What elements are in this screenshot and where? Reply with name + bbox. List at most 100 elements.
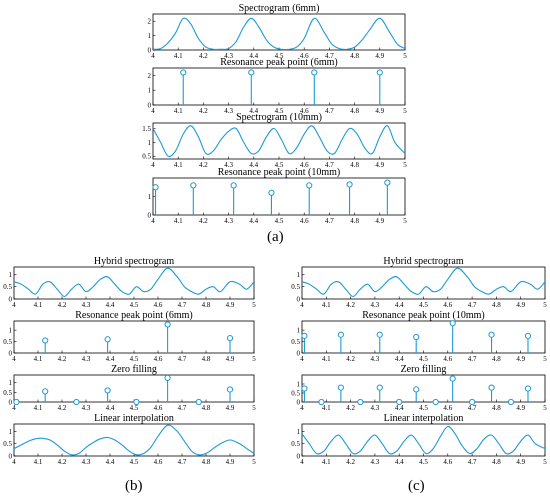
x-tick-label: 4.1	[34, 458, 43, 466]
series-line	[152, 17, 406, 51]
x-tick-label: 4.9	[516, 355, 525, 363]
x-tick-label: 4.3	[224, 52, 233, 60]
x-tick-label: 4.8	[350, 107, 359, 115]
y-tick-label: 0	[297, 453, 301, 461]
x-tick-label: 4.6	[300, 217, 309, 225]
chart-b3: Zero filling 4 4.1 4.2 4.3 4.4 4.5 4.6 4.7 4.8 4.9…	[3, 364, 256, 412]
x-tick-label: 4.3	[82, 458, 91, 466]
y-tick-label: 1	[297, 271, 301, 279]
y-tick-label: 1.5	[142, 125, 151, 133]
chart-b4: Linear interpolation 4 4.1 4.2 4.3 4.4 4.5 4.6 4…	[3, 413, 256, 466]
x-tick-label: 4	[151, 107, 155, 115]
x-tick-label: 4.2	[199, 217, 208, 225]
plot-frame	[152, 13, 406, 51]
x-tick-label: 4.9	[375, 52, 384, 60]
x-tick-label: 4.2	[346, 355, 355, 363]
x-tick-label: 4.9	[516, 404, 525, 412]
chart-c2: Resonance peak point (10mm) 4 4.1 4.2 4.3 4.4…	[291, 310, 547, 363]
x-tick-label: 4.6	[443, 355, 452, 363]
x-tick-label: 4.2	[346, 458, 355, 466]
stem-marker	[413, 333, 420, 341]
stem-marker	[226, 335, 234, 342]
y-tick-label: 1	[148, 193, 152, 201]
x-tick-label: 5	[252, 301, 256, 309]
x-tick-label: 4.4	[106, 404, 115, 412]
y-tick-label: 0.5	[291, 283, 300, 291]
chart-title: Resonance peak point (6mm)	[75, 310, 192, 321]
stem-marker	[42, 337, 49, 344]
stem-marker	[133, 398, 140, 406]
x-tick-label: 4.7	[178, 404, 187, 412]
caption-c: (c)	[408, 478, 425, 494]
x-tick-label: 4.4	[249, 107, 258, 115]
caption-a: (a)	[267, 229, 284, 245]
stem-marker	[42, 388, 49, 395]
stem-marker	[164, 321, 171, 328]
stem-marker	[384, 179, 391, 186]
y-tick-label: 1	[148, 87, 152, 95]
x-tick-label: 4.8	[492, 458, 501, 466]
y-tick-label: 1	[9, 379, 13, 387]
x-tick-label: 4.4	[395, 301, 404, 309]
y-tick-label: 0.5	[291, 440, 300, 448]
x-tick-label: 5	[543, 355, 547, 363]
x-tick-label: 4	[151, 161, 155, 169]
y-tick-label: 0.5	[291, 338, 300, 346]
x-tick-label: 4.8	[202, 355, 211, 363]
chart-title: Zero filling	[111, 364, 157, 375]
x-tick-label: 4.2	[346, 301, 355, 309]
x-tick-label: 4.3	[224, 161, 233, 169]
x-tick-label: 4.9	[375, 161, 384, 169]
x-tick-label: 4.6	[154, 458, 163, 466]
x-tick-label: 4	[300, 404, 304, 412]
x-tick-label: 4.9	[226, 458, 235, 466]
x-tick-label: 4.5	[275, 107, 284, 115]
stem-marker	[311, 69, 318, 76]
x-tick-label: 4	[300, 301, 304, 309]
x-tick-label: 4.9	[375, 217, 384, 225]
x-tick-label: 4.4	[395, 458, 404, 466]
x-tick-label: 4	[300, 355, 304, 363]
x-tick-label: 4.8	[350, 161, 359, 169]
stem-marker	[488, 384, 495, 391]
chart-a3: Spectrogram (10mm) 4 4.1 4.2 4.3 4.4 4.5 4.6 4.7…	[142, 112, 407, 169]
plot-frame	[301, 320, 546, 354]
x-tick-label: 4	[300, 458, 304, 466]
stem-marker	[376, 384, 383, 391]
x-tick-label: 4.6	[443, 404, 452, 412]
x-tick-label: 4.2	[58, 458, 67, 466]
stem-marker	[164, 374, 171, 381]
x-tick-label: 4.6	[443, 301, 452, 309]
x-tick-label: 4.7	[178, 458, 187, 466]
y-tick-label: 0	[9, 296, 13, 304]
x-tick-label: 4.1	[34, 404, 43, 412]
series-line	[301, 425, 546, 455]
x-tick-label: 5	[403, 52, 407, 60]
x-tick-label: 4.3	[371, 458, 380, 466]
stem-marker	[230, 182, 237, 189]
y-tick-label: 1	[297, 327, 301, 335]
x-tick-label: 4.3	[371, 404, 380, 412]
chart-a1: Spectrogram (6mm) 4 4.1 4.2 4.3 4.4 4.5 4.6 4.7 4…	[148, 3, 408, 60]
stem-marker	[104, 387, 111, 394]
x-tick-label: 4.4	[249, 52, 258, 60]
stem-marker	[301, 385, 308, 392]
x-tick-label: 4.7	[468, 301, 477, 309]
y-tick-label: 2	[148, 72, 152, 80]
y-tick-label: 1	[148, 139, 152, 147]
x-tick-label: 4.1	[174, 52, 183, 60]
x-tick-label: 4.8	[492, 404, 501, 412]
series-line	[13, 267, 255, 298]
stem-marker	[488, 331, 495, 338]
stem-marker	[318, 398, 325, 406]
x-tick-label: 4.9	[226, 301, 235, 309]
series-line	[152, 125, 406, 158]
x-tick-label: 4.3	[82, 301, 91, 309]
x-tick-label: 5	[403, 107, 407, 115]
x-tick-label: 4.7	[468, 355, 477, 363]
stem-marker	[337, 384, 344, 391]
x-tick-label: 4.2	[199, 161, 208, 169]
x-tick-label: 4.3	[82, 404, 91, 412]
chart-a4: Resonance peak point (10mm) 4 4.1 4.2 4.3 4.4…	[148, 167, 408, 225]
